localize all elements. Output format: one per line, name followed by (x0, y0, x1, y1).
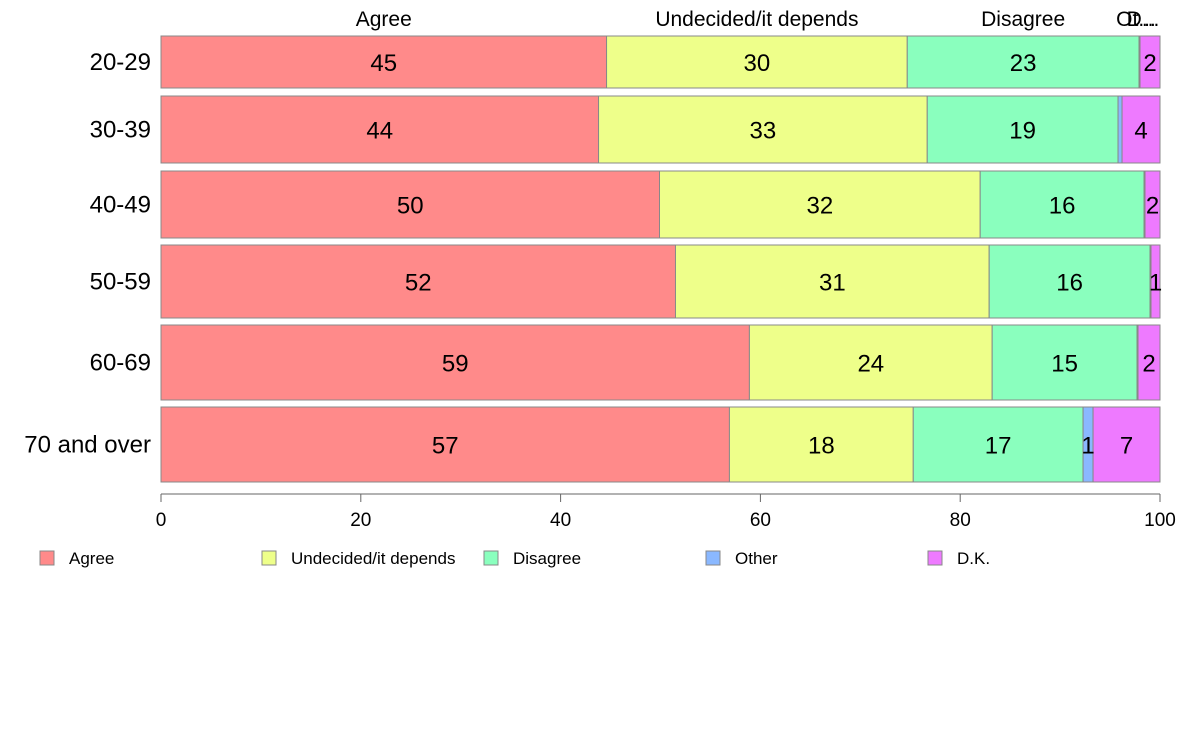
bar-segment (728, 406, 914, 483)
legend-swatch (483, 550, 499, 566)
bar-segment (979, 170, 1145, 239)
top-series-labels: Agree Undecided/it depends Disagree Ot...D.… (356, 8, 1160, 31)
bar-segment (926, 95, 1119, 164)
x-axis: 0 20 40 60 80 100 (156, 493, 1176, 531)
bar-segment (991, 324, 1138, 401)
bar-segment (1139, 35, 1161, 89)
bar-segment (912, 406, 1084, 483)
category-label: 30-39 (90, 117, 151, 144)
value-labels-layer: 45 30 23 2 44 33 19 4 50 32 16 2 52 31 16 1 59 24 15 2 57 18 1… (366, 50, 1162, 460)
data-label: 31 (819, 270, 846, 297)
x-tick-label: 80 (950, 510, 971, 531)
category-label: 20-29 (90, 49, 151, 76)
category-label: 40-49 (90, 192, 151, 219)
legend-swatch (261, 550, 277, 566)
category-label: 50-59 (90, 269, 151, 296)
data-label: 50 (397, 193, 424, 220)
x-tick-label: 20 (350, 510, 371, 531)
bar-segment (160, 35, 608, 89)
data-label: 1 (1149, 270, 1162, 297)
data-label: 24 (857, 351, 884, 378)
series-top-label: Ot... (1116, 8, 1156, 31)
bar-segment (659, 170, 981, 239)
category-label: 60-69 (90, 350, 151, 377)
data-label: 44 (366, 118, 393, 145)
series-top-label: Undecided/it depends (655, 8, 858, 31)
data-label: 45 (370, 50, 397, 77)
legend-label: D.K. (957, 549, 990, 568)
data-label: 2 (1143, 50, 1156, 77)
bar-segment (1144, 170, 1161, 239)
legend-swatch (705, 550, 721, 566)
series-top-label: Disagree (981, 8, 1065, 31)
bar-segment (606, 35, 908, 89)
series-top-label: D... (1127, 8, 1160, 31)
series-top-label: Agree (356, 8, 412, 31)
data-label: 57 (432, 433, 459, 460)
bar-segment (674, 244, 990, 319)
bar-segment (988, 244, 1151, 319)
bar-segment (160, 324, 750, 401)
data-label: 4 (1134, 118, 1147, 145)
x-tick-label: 0 (156, 510, 167, 531)
x-tick-label: 100 (1144, 510, 1176, 531)
bar-segment (1137, 324, 1161, 401)
data-label: 17 (985, 433, 1012, 460)
category-label: 70 and over (24, 432, 151, 459)
data-label: 52 (405, 270, 432, 297)
category-axis-labels: 20-29 30-39 40-49 50-59 60-69 70 and over (24, 49, 151, 459)
legend: Agree Undecided/it depends Disagree Other D.… (39, 549, 990, 568)
legend-label: Undecided/it depends (291, 549, 455, 568)
bar-segment (598, 95, 928, 164)
bar-segment (906, 35, 1140, 89)
bar-segment (1150, 244, 1161, 319)
data-label: 7 (1120, 433, 1133, 460)
x-tick-label: 60 (750, 510, 771, 531)
legend-swatch (927, 550, 943, 566)
data-label: 2 (1142, 351, 1155, 378)
legend-label: Disagree (513, 549, 581, 568)
data-label: 33 (750, 118, 777, 145)
data-label: 19 (1009, 118, 1036, 145)
bar-segment (1121, 95, 1161, 164)
data-label: 15 (1051, 351, 1078, 378)
bar-segment (1117, 95, 1123, 164)
bar-segment (160, 170, 661, 239)
data-label: 59 (442, 351, 469, 378)
data-label: 32 (806, 193, 833, 220)
bar-segment (1092, 406, 1161, 483)
data-label: 16 (1056, 270, 1083, 297)
legend-label: Agree (69, 549, 114, 568)
legend-swatch (39, 550, 55, 566)
data-label: 1 (1081, 433, 1094, 460)
data-label: 18 (808, 433, 835, 460)
data-label: 2 (1146, 193, 1159, 220)
legend-label: Other (735, 549, 778, 568)
bar-segment (160, 95, 600, 164)
data-label: 16 (1049, 193, 1076, 220)
data-label: 23 (1010, 50, 1037, 77)
bar-segment (160, 406, 730, 483)
data-label: 30 (744, 50, 771, 77)
bars-layer (160, 35, 1161, 483)
x-tick-label: 40 (550, 510, 571, 531)
